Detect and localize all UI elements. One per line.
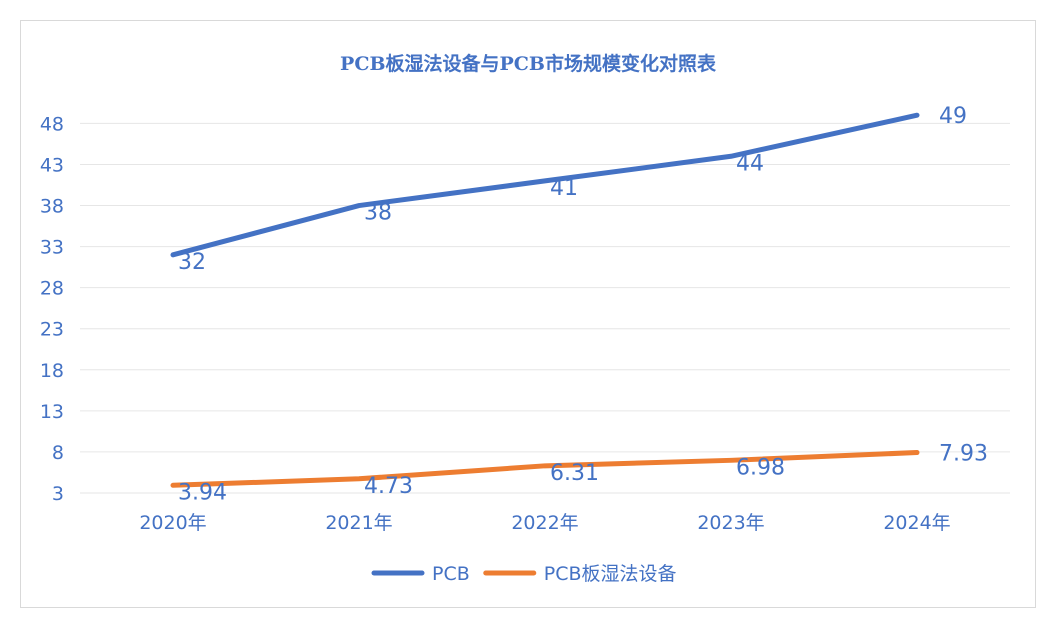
y-tick-label: 48 bbox=[40, 113, 64, 135]
y-tick-label: 8 bbox=[52, 442, 64, 464]
data-label: 44 bbox=[736, 151, 764, 176]
data-label: 7.93 bbox=[939, 442, 988, 467]
data-label: 49 bbox=[939, 104, 967, 129]
y-tick-label: 18 bbox=[40, 360, 64, 382]
y-tick-label: 3 bbox=[52, 483, 64, 505]
data-label: 3.94 bbox=[178, 480, 227, 505]
y-tick-label: 43 bbox=[40, 154, 64, 176]
chart-frame bbox=[20, 20, 1036, 608]
data-label: 4.73 bbox=[364, 474, 413, 499]
chart-title: PCB板湿法设备与PCB市场规模变化对照表 bbox=[340, 52, 717, 75]
series-lines bbox=[170, 112, 920, 488]
data-label: 32 bbox=[178, 250, 206, 275]
data-label: 6.31 bbox=[550, 461, 599, 486]
gridlines bbox=[80, 122, 1010, 494]
y-tick-label: 38 bbox=[40, 196, 64, 218]
data-labels: 32 38 41 44 49 3.94 4.73 6.31 6.98 7.93 bbox=[178, 104, 988, 505]
data-label: 41 bbox=[550, 176, 578, 201]
legend: PCB PCB板湿法设备 bbox=[371, 563, 677, 585]
x-tick-label: 2022年 bbox=[511, 512, 578, 534]
data-label: 6.98 bbox=[736, 455, 785, 480]
legend-label: PCB板湿法设备 bbox=[544, 563, 677, 585]
series-line-0 bbox=[170, 112, 920, 258]
x-tick-label: 2020年 bbox=[139, 512, 206, 534]
legend-label: PCB bbox=[432, 563, 470, 585]
series-line-1 bbox=[170, 450, 920, 488]
y-tick-label: 13 bbox=[40, 401, 64, 423]
y-tick-label: 23 bbox=[40, 319, 64, 341]
data-label: 38 bbox=[364, 201, 392, 226]
x-axis: 2020年 2021年 2022年 2023年 2024年 bbox=[139, 512, 950, 534]
y-tick-label: 33 bbox=[40, 237, 64, 259]
y-tick-label: 28 bbox=[40, 278, 64, 300]
x-tick-label: 2023年 bbox=[697, 512, 764, 534]
x-tick-label: 2024年 bbox=[883, 512, 950, 534]
x-tick-label: 2021年 bbox=[325, 512, 392, 534]
